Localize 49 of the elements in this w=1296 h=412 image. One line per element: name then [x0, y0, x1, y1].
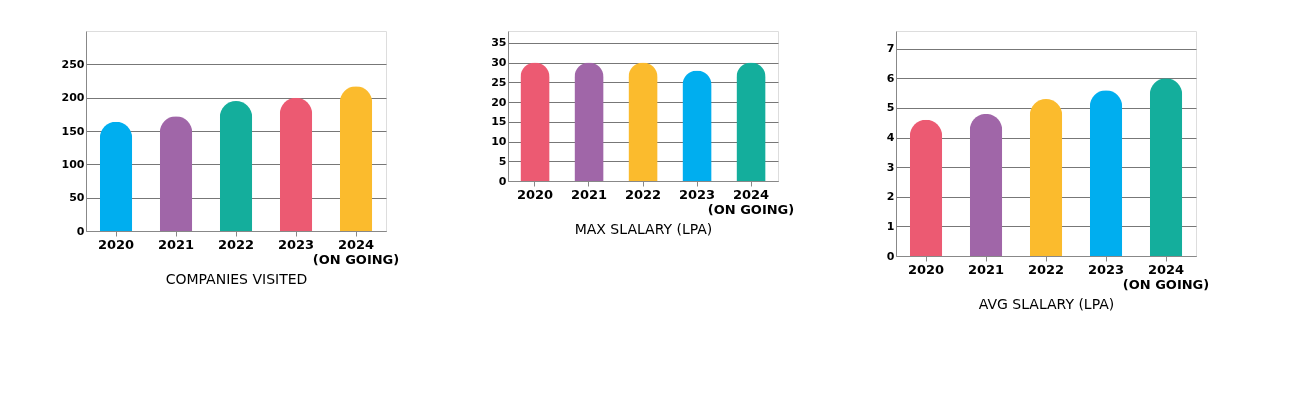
y-tick-label: 6: [886, 71, 895, 85]
bar: [1149, 78, 1183, 256]
y-tick-label: 50: [69, 191, 85, 205]
bar: [279, 97, 313, 231]
y-tick-label: 10: [491, 135, 507, 149]
y-tick-label: 3: [886, 160, 895, 174]
x-axis-title: AVG SLALARY (LPA): [978, 295, 1115, 312]
y-tick-label: 1: [886, 219, 895, 233]
y-tick-label: 15: [491, 115, 507, 129]
y-tick-label: 0: [76, 224, 85, 238]
y-tick-label: 25: [491, 75, 507, 89]
bar: [1029, 99, 1063, 256]
y-tick-label: 5: [498, 154, 507, 168]
bar: [159, 116, 193, 231]
y-tick-label: 0: [498, 174, 507, 188]
x-tick-label: 2020: [907, 261, 945, 277]
x-tick-label: 2023: [277, 236, 315, 252]
x-tick-label: 2023: [1087, 261, 1125, 277]
y-tick-label: 20: [491, 95, 507, 109]
x-tick-label: 2024 (ON GOING): [1122, 261, 1210, 292]
bar: [339, 86, 373, 231]
x-tick-label: 2022: [217, 236, 255, 252]
y-tick-label: 35: [491, 36, 507, 50]
x-tick-label: 2021: [570, 186, 608, 202]
x-tick-label: 2021: [157, 236, 195, 252]
bar: [969, 113, 1003, 256]
x-axis-title: COMPANIES VISITED: [165, 270, 308, 287]
bar: [99, 121, 133, 231]
x-tick-label: 2021: [967, 261, 1005, 277]
x-tick-label: 2023: [678, 186, 716, 202]
y-tick-label: 250: [61, 57, 85, 71]
y-tick-label: 4: [886, 131, 895, 145]
bar: [909, 119, 943, 256]
bar: [219, 101, 253, 231]
y-tick-label: 150: [61, 124, 85, 138]
x-tick-label: 2020: [97, 236, 135, 252]
y-tick-label: 5: [886, 101, 895, 115]
bar: [1089, 90, 1123, 256]
y-tick-label: 2: [886, 190, 895, 204]
x-axis-title: MAX SLALARY (LPA): [574, 220, 713, 237]
x-tick-label: 2022: [1027, 261, 1065, 277]
y-tick-label: 30: [491, 56, 507, 70]
y-tick-label: 200: [61, 91, 85, 105]
x-tick-label: 2020: [516, 186, 554, 202]
y-tick-label: 0: [886, 249, 895, 263]
x-tick-label: 2022: [624, 186, 662, 202]
x-tick-label: 2024 (ON GOING): [312, 236, 400, 267]
y-tick-label: 7: [886, 42, 895, 56]
y-tick-label: 100: [61, 157, 85, 171]
